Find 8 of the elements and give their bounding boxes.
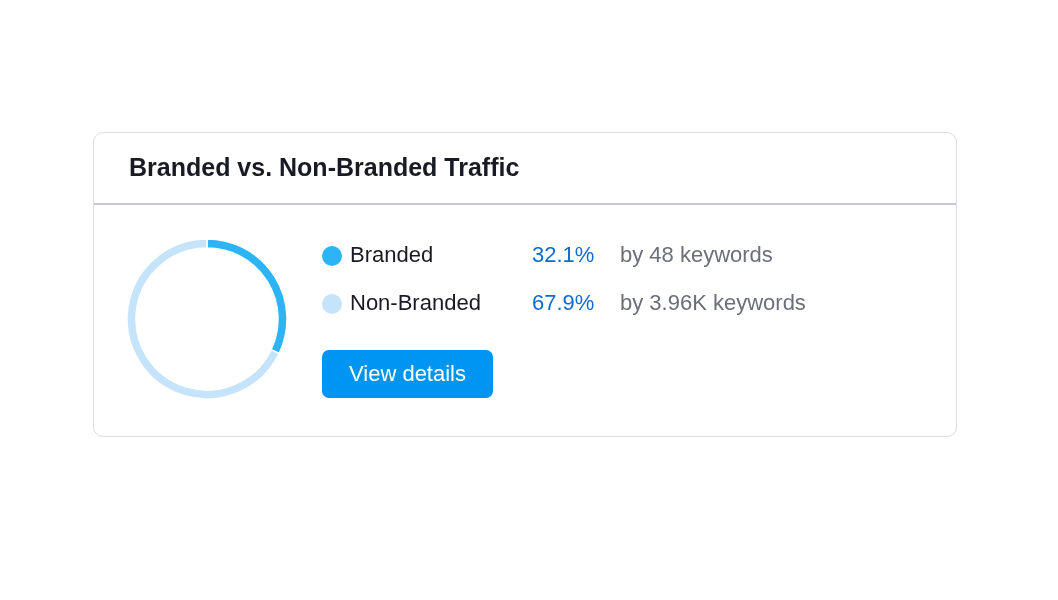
legend-label: Non-Branded — [350, 290, 481, 316]
view-details-button[interactable]: View details — [322, 350, 493, 398]
data-label: 32.1% — [532, 242, 595, 268]
text: by 48 keywords — [620, 242, 773, 268]
legend-label: Branded — [350, 242, 434, 268]
chart-title: Branded vs. Non-Branded Traffic — [129, 153, 520, 182]
data-label: 67.9% — [532, 290, 595, 316]
text: by 3.96K keywords — [620, 290, 806, 316]
